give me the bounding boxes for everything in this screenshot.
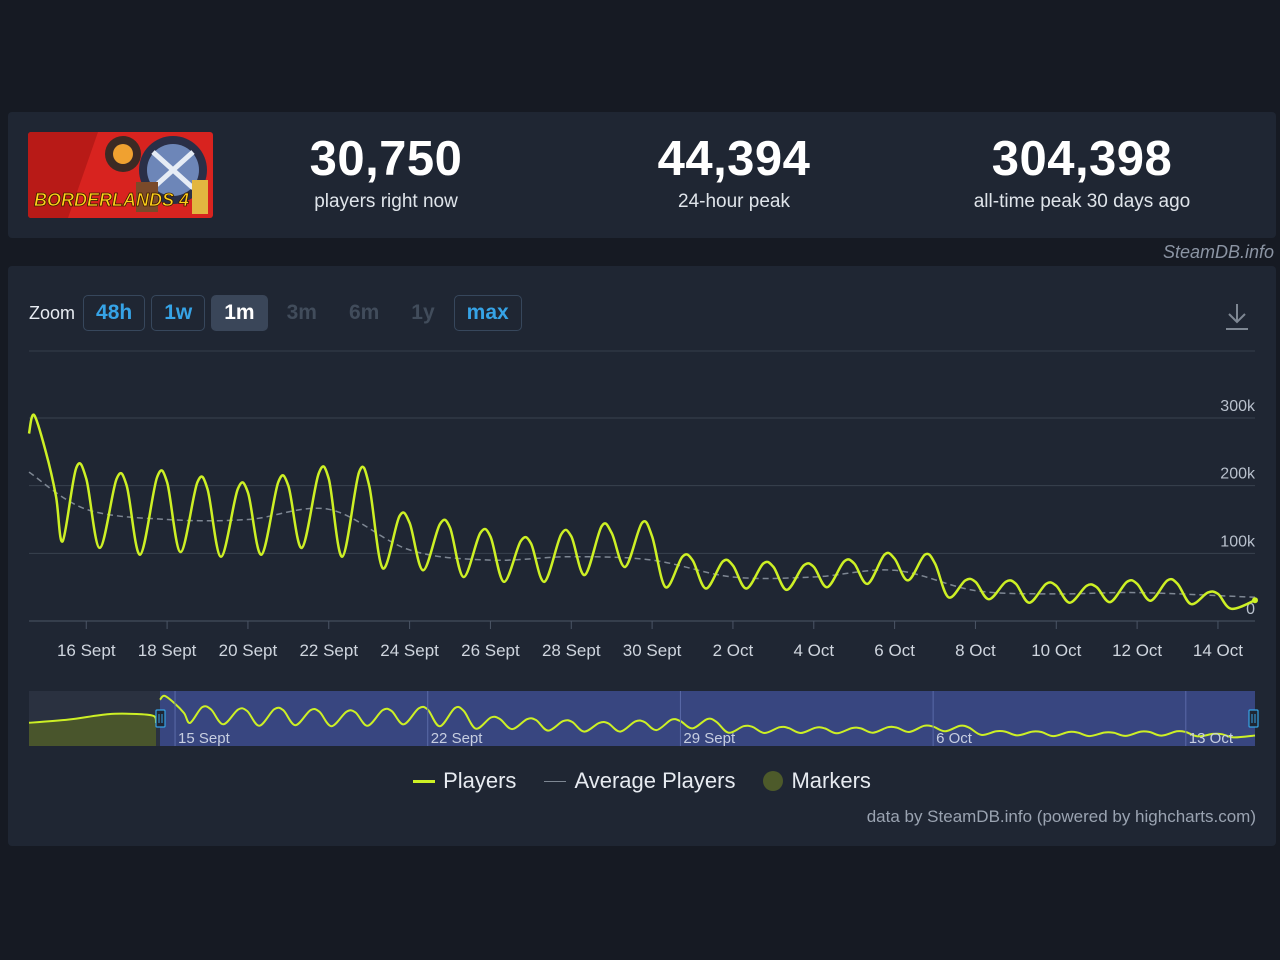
stat-current-players: 30,750 players right now — [226, 132, 546, 213]
player-count-chart[interactable]: 0 100k 200k 300k 16 Sept 18 Sept 20 Sept 22 Se… — [8, 266, 1276, 766]
average-players-series — [28, 471, 1256, 599]
navigator[interactable]: 15 Sept 22 Sept 29 Sept 6 Oct 13 Oct — [28, 691, 1259, 747]
players-series — [27, 413, 1258, 611]
x-tick-label: 26 Sept — [461, 641, 520, 660]
legend-players-label: Players — [443, 768, 517, 793]
zoom-1w-button[interactable]: 1w — [151, 295, 206, 331]
legend-players[interactable]: Players — [413, 768, 516, 794]
zoom-6m-button: 6m — [348, 301, 380, 324]
steamdb-credit[interactable]: SteamDB.info — [1162, 242, 1274, 262]
chart-grid — [29, 417, 1255, 622]
y-tick-label: 0 — [1246, 601, 1255, 618]
zoom-1y-button: 1y — [411, 301, 435, 324]
game-logo-image[interactable]: BORDERLANDS 4 — [28, 132, 213, 218]
navigator-label: 15 Sept — [178, 730, 231, 747]
stat-24h-peak: 44,394 24-hour peak — [574, 132, 894, 213]
y-tick-label: 200k — [1220, 466, 1256, 483]
players-last-point[interactable] — [1252, 597, 1258, 604]
x-axis-ticks: 16 Sept 18 Sept 20 Sept 22 Sept 24 Sept 26 Se… — [57, 621, 1243, 660]
legend-average-players[interactable]: Average Players — [544, 768, 735, 794]
navigator-label: 29 Sept — [683, 730, 736, 747]
zoom-48h-button[interactable]: 48h — [83, 295, 146, 331]
legend-players-swatch — [413, 779, 436, 783]
all-time-peak-value: 304,398 — [991, 132, 1173, 186]
download-icon[interactable] — [1224, 302, 1250, 332]
x-tick-label: 2 Oct — [713, 641, 754, 660]
peak-24h-value: 44,394 — [657, 132, 811, 186]
navigator-handle-left[interactable] — [155, 709, 166, 728]
navigator-label: 13 Oct — [1189, 730, 1234, 747]
stat-all-time-peak: 304,398 all-time peak 30 days ago — [922, 132, 1242, 213]
x-tick-label: 22 Sept — [299, 641, 358, 660]
players-line[interactable] — [27, 413, 1256, 611]
zoom-controls: Zoom 48h 1w 1m 3m 6m 1y max — [29, 294, 528, 332]
navigator-label: 22 Sept — [431, 730, 484, 747]
highcharts-credit[interactable]: data by SteamDB.info (powered by highcha… — [866, 807, 1256, 826]
current-players-label: players right now — [314, 191, 458, 213]
stats-header: BORDERLANDS 4 30,750 players right now 4… — [8, 112, 1276, 238]
zoom-1m-button[interactable]: 1m — [211, 295, 268, 331]
navigator-label: 6 Oct — [936, 730, 973, 747]
navigator-line — [159, 694, 1256, 739]
zoom-label: Zoom — [29, 302, 76, 323]
legend-markers[interactable]: Markers — [763, 768, 871, 794]
x-tick-label: 24 Sept — [380, 641, 439, 660]
navigator-handle-right[interactable] — [1248, 709, 1259, 728]
chart-legend: Players Average Players Markers — [8, 768, 1276, 794]
x-tick-label: 8 Oct — [955, 641, 996, 660]
chart-panel: Zoom 48h 1w 1m 3m 6m 1y max 0 100k 200k 300… — [8, 266, 1276, 846]
legend-average-label: Average Players — [574, 768, 736, 793]
y-tick-label: 300k — [1220, 398, 1256, 415]
x-tick-label: 6 Oct — [874, 641, 915, 660]
game-logo-text: BORDERLANDS 4 — [34, 190, 189, 210]
x-tick-label: 20 Sept — [219, 641, 278, 660]
x-tick-label: 12 Oct — [1112, 641, 1162, 660]
y-tick-label: 100k — [1220, 533, 1256, 550]
x-tick-label: 14 Oct — [1193, 641, 1243, 660]
x-tick-label: 4 Oct — [793, 641, 834, 660]
current-players-value: 30,750 — [309, 132, 463, 186]
x-tick-label: 30 Sept — [623, 641, 682, 660]
legend-markers-label: Markers — [791, 768, 871, 793]
navigator-overview-line — [28, 712, 157, 724]
zoom-max-button[interactable]: max — [453, 295, 522, 331]
x-tick-label: 18 Sept — [138, 641, 197, 660]
legend-markers-swatch — [763, 771, 784, 791]
x-tick-label: 28 Sept — [542, 641, 601, 660]
legend-average-swatch — [544, 780, 567, 782]
average-players-line — [28, 471, 1256, 599]
all-time-peak-label: all-time peak 30 days ago — [973, 191, 1191, 213]
x-tick-label: 10 Oct — [1031, 641, 1081, 660]
x-tick-label: 16 Sept — [57, 641, 116, 660]
peak-24h-label: 24-hour peak — [678, 191, 790, 213]
navigator-area — [29, 713, 156, 746]
y-axis-ticks: 0 100k 200k 300k — [1220, 398, 1256, 618]
zoom-3m-button: 3m — [286, 301, 317, 324]
